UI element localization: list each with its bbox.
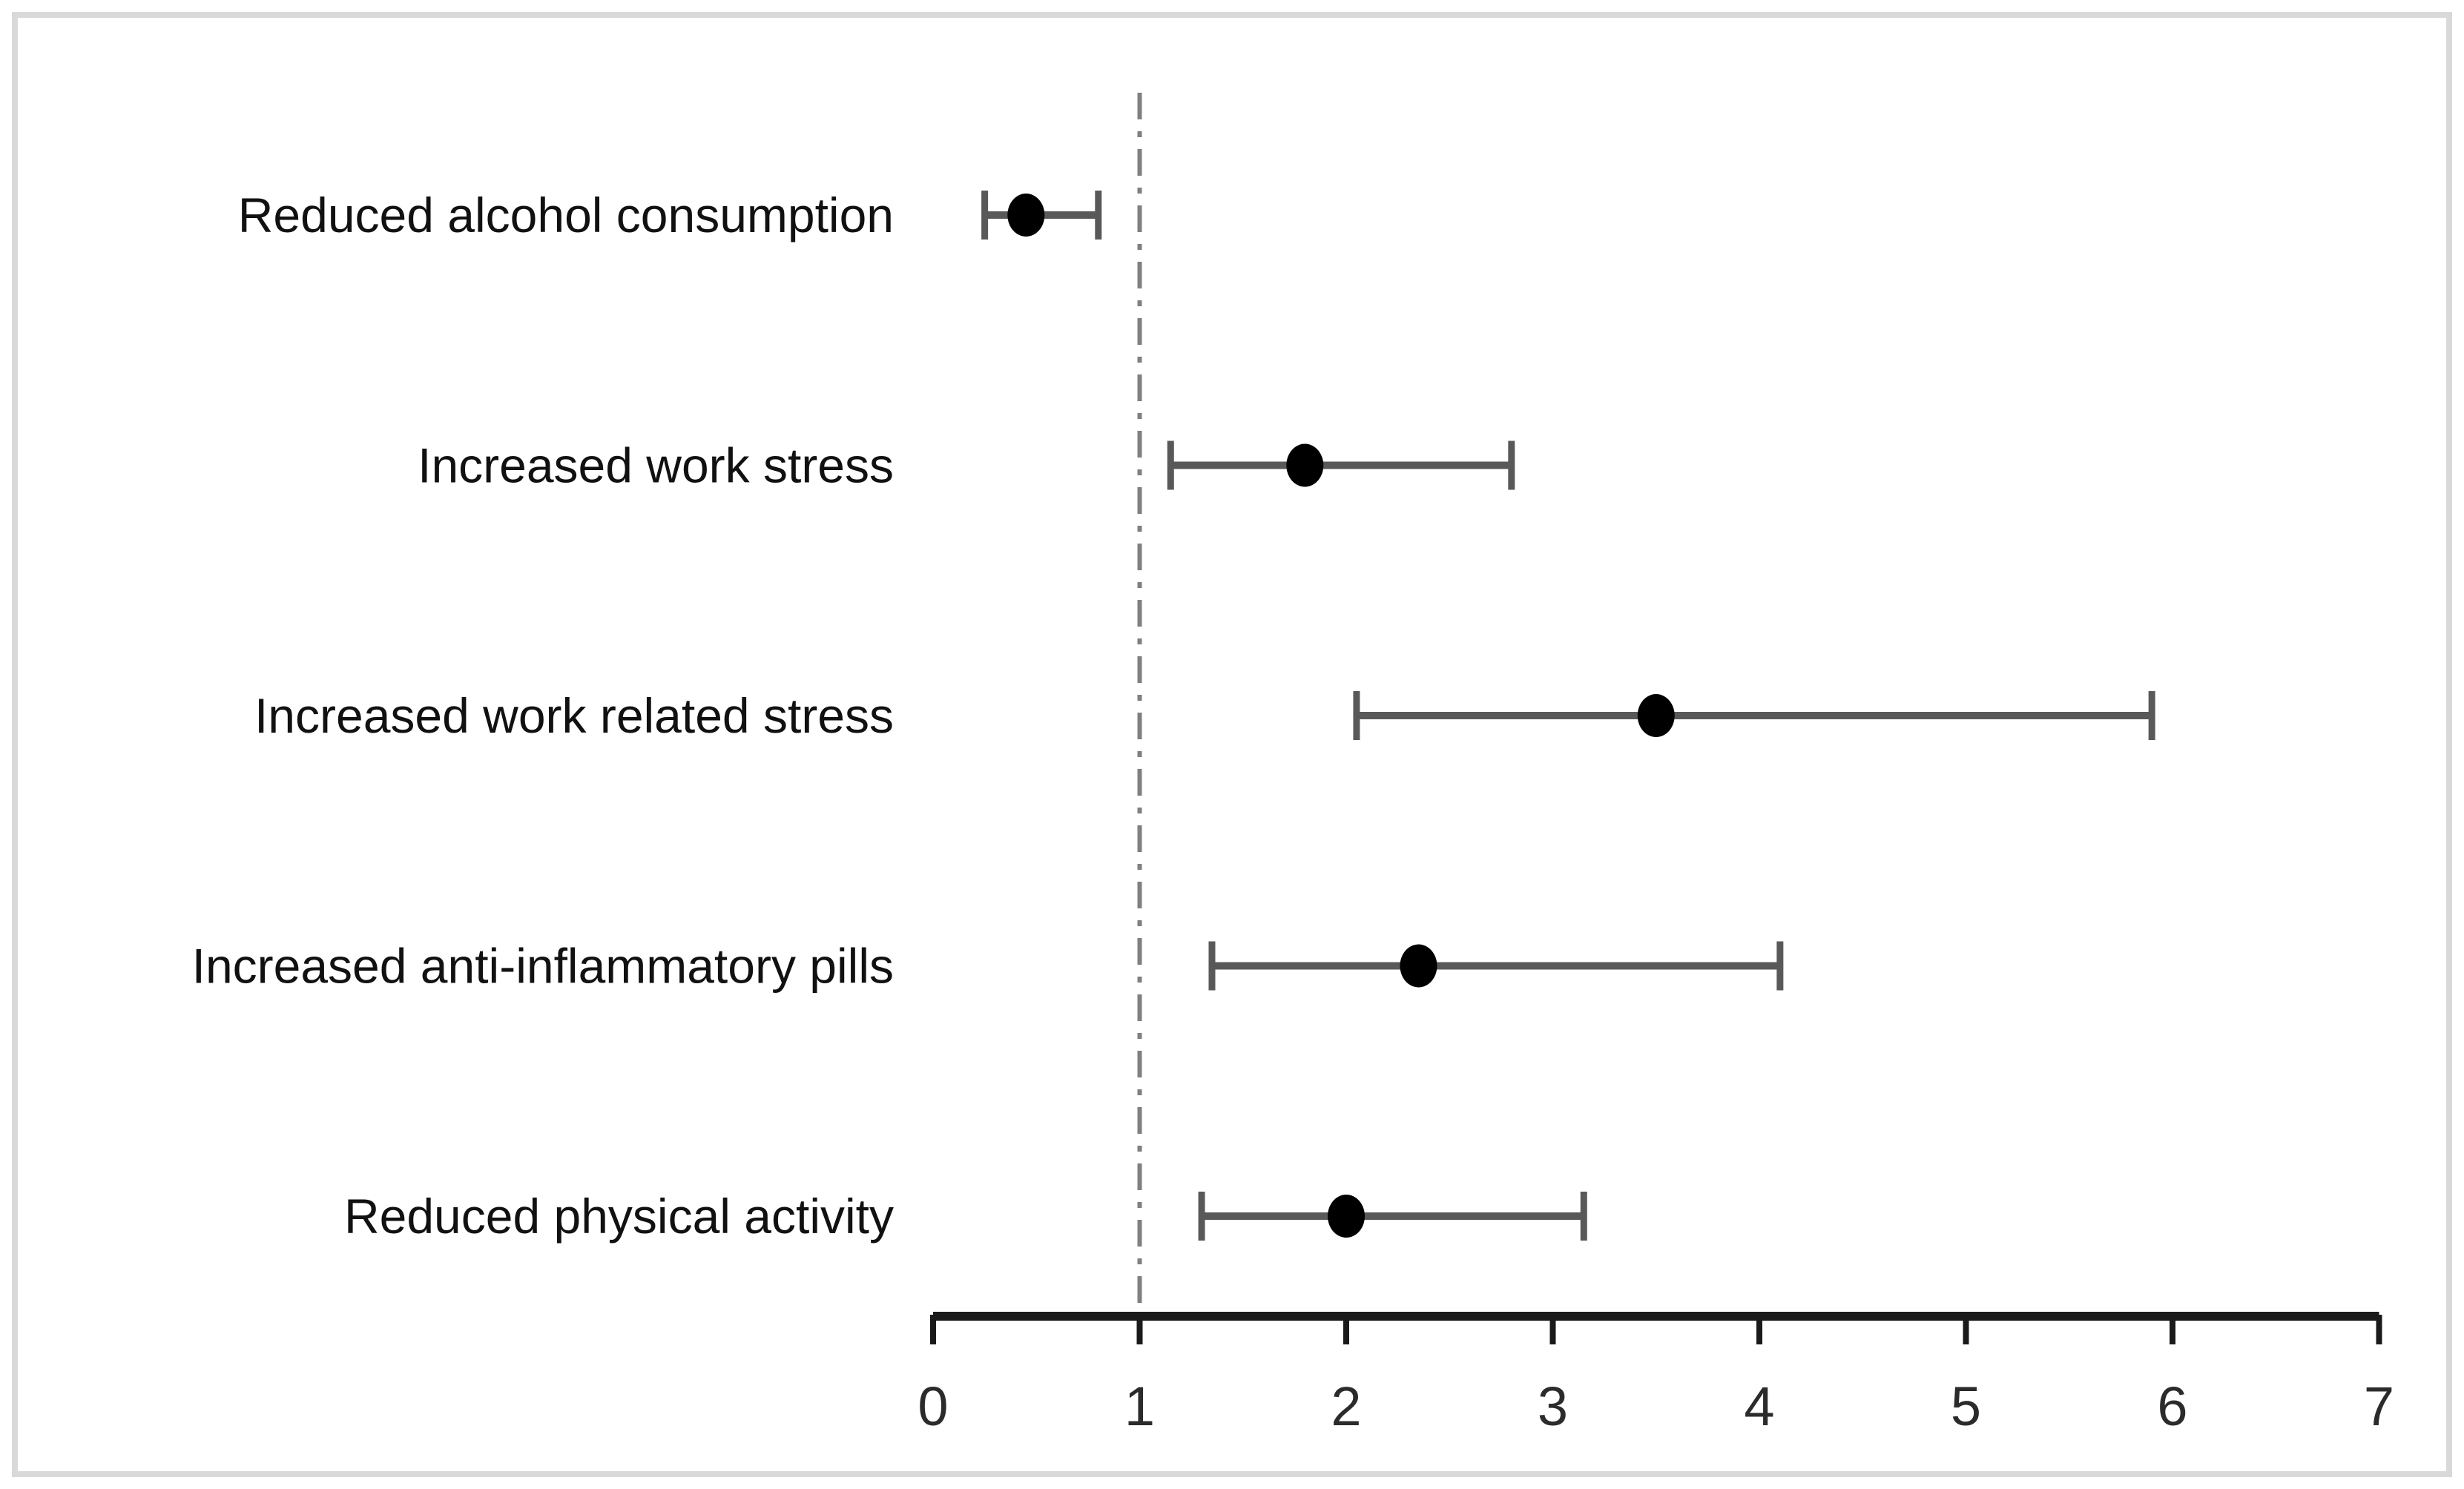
figure-border <box>12 12 2452 1477</box>
point-estimate-marker <box>1286 443 1324 487</box>
category-label: Increased work related stress <box>254 688 894 743</box>
x-axis-tick-label: 7 <box>2364 1376 2394 1437</box>
x-axis-tick-label: 4 <box>1744 1376 1774 1437</box>
x-axis-tick-label: 6 <box>2157 1376 2187 1437</box>
category-label: Increased anti-inflammatory pills <box>192 939 894 994</box>
category-label: Increased work stress <box>418 438 894 493</box>
x-axis-tick-label: 2 <box>1331 1376 1361 1437</box>
x-axis-tick-label: 3 <box>1538 1376 1568 1437</box>
point-estimate-marker <box>1637 694 1675 737</box>
x-axis-tick-label: 0 <box>918 1376 948 1437</box>
x-axis-tick-label: 5 <box>1951 1376 1981 1437</box>
point-estimate-marker <box>1328 1195 1365 1238</box>
point-estimate-marker <box>1007 194 1045 237</box>
x-axis-tick-label: 1 <box>1124 1376 1155 1437</box>
point-estimate-marker <box>1400 944 1437 988</box>
category-label: Reduced alcohol consumption <box>238 188 894 242</box>
category-label: Reduced physical activity <box>344 1189 894 1244</box>
